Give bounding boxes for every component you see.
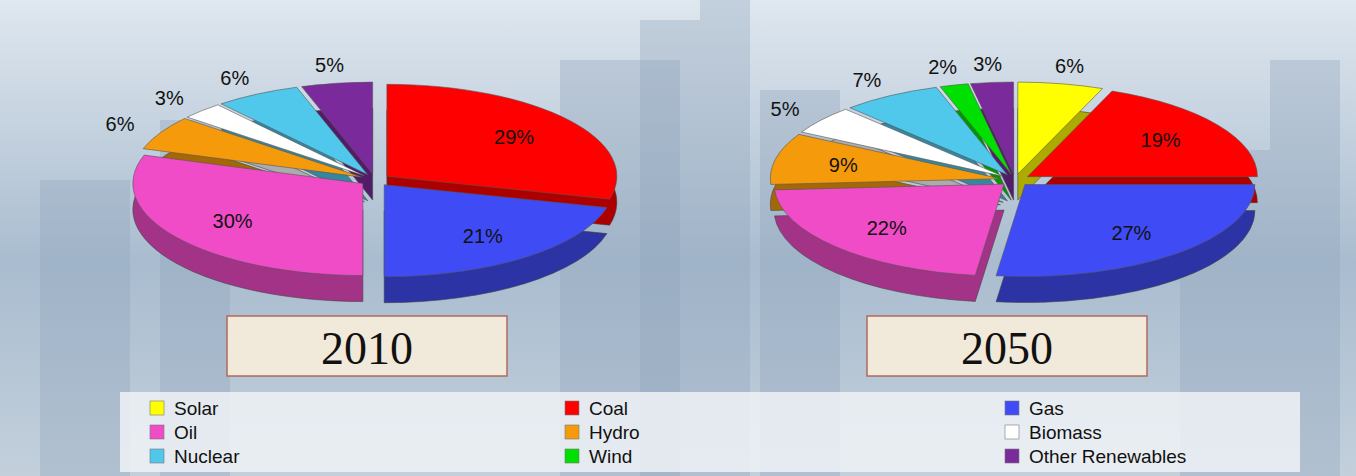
data-label: 2%	[928, 56, 957, 78]
legend-swatch	[1005, 401, 1019, 415]
legend-swatch	[150, 449, 164, 463]
data-label: 29%	[494, 126, 534, 148]
slice	[1027, 91, 1257, 177]
chart-title: 2050	[961, 323, 1053, 374]
legend-label: Wind	[589, 446, 632, 467]
slice	[770, 134, 1000, 184]
legend-swatch	[1005, 425, 1019, 439]
data-label: 19%	[1141, 129, 1181, 151]
data-label: 6%	[220, 67, 249, 89]
background	[0, 0, 1356, 476]
legend-swatch	[150, 425, 164, 439]
pie	[770, 82, 1257, 302]
slice	[775, 184, 1005, 275]
data-label: 3%	[155, 87, 184, 109]
legend-swatch	[150, 401, 164, 415]
data-label: 9%	[829, 154, 858, 176]
data-label: 21%	[463, 225, 503, 247]
data-label: 7%	[852, 69, 881, 91]
data-label: 6%	[1055, 55, 1084, 77]
chart-root: 29% 21% 30% 6% 3% 6% 5% 2010 6% 19% 27% 22% 9% 5% 7% 2%…	[0, 0, 1356, 476]
legend-label: Solar	[174, 398, 219, 419]
slice	[384, 185, 607, 277]
data-label: 6%	[106, 113, 135, 135]
legend-label: Oil	[174, 422, 197, 443]
chart-svg: 29% 21% 30% 6% 3% 6% 5% 2010 6% 19% 27% 22% 9% 5% 7% 2%…	[0, 0, 1356, 476]
legend-swatch	[1005, 449, 1019, 463]
data-label: 22%	[867, 217, 907, 239]
legend-swatch	[565, 425, 579, 439]
slice	[387, 84, 617, 199]
chart-title: 2010	[321, 323, 413, 374]
legend-label: Coal	[589, 398, 628, 419]
pie	[133, 82, 617, 303]
legend-label: Biomass	[1029, 422, 1102, 443]
data-label: 5%	[771, 98, 800, 120]
skyline-building	[40, 180, 130, 476]
data-label: 3%	[973, 53, 1002, 75]
legend-label: Gas	[1029, 398, 1064, 419]
data-label: 30%	[213, 210, 253, 232]
legend-label: Other Renewables	[1029, 446, 1186, 467]
legend-swatch	[565, 449, 579, 463]
legend-swatch	[565, 401, 579, 415]
legend-label: Nuclear	[174, 446, 240, 467]
title-box	[867, 316, 1147, 376]
title-box	[227, 316, 507, 376]
legend-label: Hydro	[589, 422, 640, 443]
slice	[996, 185, 1255, 277]
data-label: 27%	[1111, 222, 1151, 244]
slice	[133, 155, 363, 275]
legend-band	[120, 392, 1300, 472]
data-label: 5%	[315, 54, 344, 76]
